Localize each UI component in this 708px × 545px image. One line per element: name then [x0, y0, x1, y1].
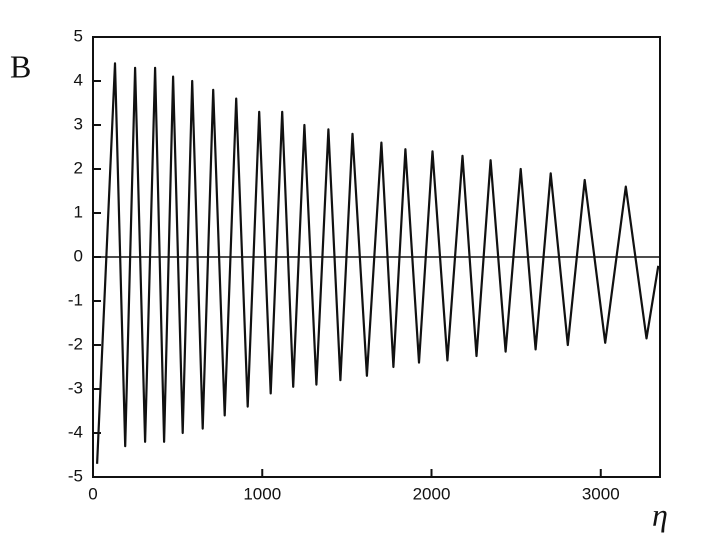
y-tick-label: 2	[74, 158, 83, 177]
x-tick-label: 3000	[582, 484, 620, 503]
x-axis-title: η	[652, 496, 668, 532]
x-tick-label: 0	[88, 484, 97, 503]
x-tick-label: 1000	[243, 484, 281, 503]
y-tick-label: 5	[74, 26, 83, 45]
y-tick-label: -2	[68, 334, 83, 353]
y-tick-label: 3	[74, 114, 83, 133]
y-tick-label: -3	[68, 378, 83, 397]
line	[96, 62, 660, 464]
y-tick-label: -4	[68, 422, 83, 441]
x-tick-label: 2000	[413, 484, 451, 503]
y-tick-label: 4	[74, 70, 83, 89]
y-axis-title: B	[10, 48, 31, 84]
y-tick-label: -5	[68, 466, 83, 485]
y-tick-label: 0	[74, 246, 83, 265]
y-tick-label: -1	[68, 290, 83, 309]
y-tick-label: 1	[74, 202, 83, 221]
